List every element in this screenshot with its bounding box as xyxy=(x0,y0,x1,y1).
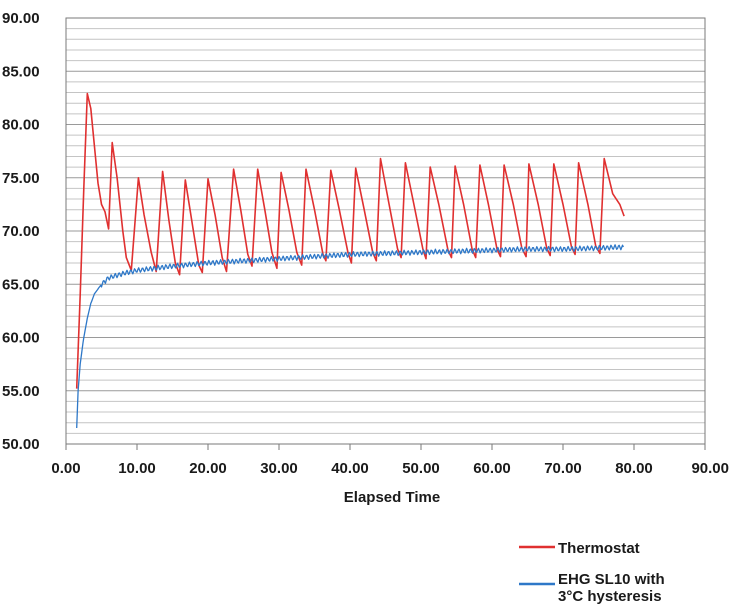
legend-label-ehg-line2: 3°C hysteresis xyxy=(558,588,662,605)
y-tick-labels: 50.00 55.00 60.00 65.00 70.00 75.00 80.00 85.00… xyxy=(2,10,40,453)
x-tick-label: 60.00 xyxy=(473,460,511,477)
x-tick-label: 50.00 xyxy=(402,460,440,477)
x-tick-label: 80.00 xyxy=(615,460,653,477)
x-tick-label: 40.00 xyxy=(331,460,369,477)
y-tick-label: 90.00 xyxy=(2,10,40,27)
y-tick-label: 70.00 xyxy=(2,223,40,240)
y-tick-label: 65.00 xyxy=(2,276,40,293)
x-tick-label: 10.00 xyxy=(118,460,156,477)
x-tick-label: 0.00 xyxy=(51,460,80,477)
x-tick-label: 70.00 xyxy=(544,460,582,477)
grid-lines xyxy=(66,17,705,445)
y-tick-label: 75.00 xyxy=(2,170,40,187)
legend: Thermostat EHG SL10 with 3°C hysteresis xyxy=(519,540,669,605)
x-tick-labels: 0.00 10.00 20.00 30.00 40.00 50.00 60.00 70.00 8… xyxy=(51,460,729,477)
plot-border xyxy=(65,17,706,445)
plot-frame xyxy=(65,17,706,450)
x-tick-label: 30.00 xyxy=(260,460,298,477)
series-line-ehg-sl10 xyxy=(76,244,624,429)
y-tick-label: 50.00 xyxy=(2,436,40,453)
legend-label-ehg-line1: EHG SL10 with xyxy=(558,571,665,588)
x-tick-label: 90.00 xyxy=(691,460,729,477)
y-tick-label: 80.00 xyxy=(2,117,40,134)
series-lines xyxy=(75,92,625,429)
y-tick-label: 55.00 xyxy=(2,383,40,400)
legend-label-thermostat: Thermostat xyxy=(558,540,640,557)
x-axis-title: Elapsed Time xyxy=(344,489,440,506)
y-tick-label: 60.00 xyxy=(2,330,40,347)
y-tick-label: 85.00 xyxy=(2,63,40,80)
series-line-thermostat xyxy=(75,92,625,389)
legend-label-ehg: EHG SL10 with 3°C hysteresis xyxy=(558,571,669,605)
x-tick-label: 20.00 xyxy=(189,460,227,477)
